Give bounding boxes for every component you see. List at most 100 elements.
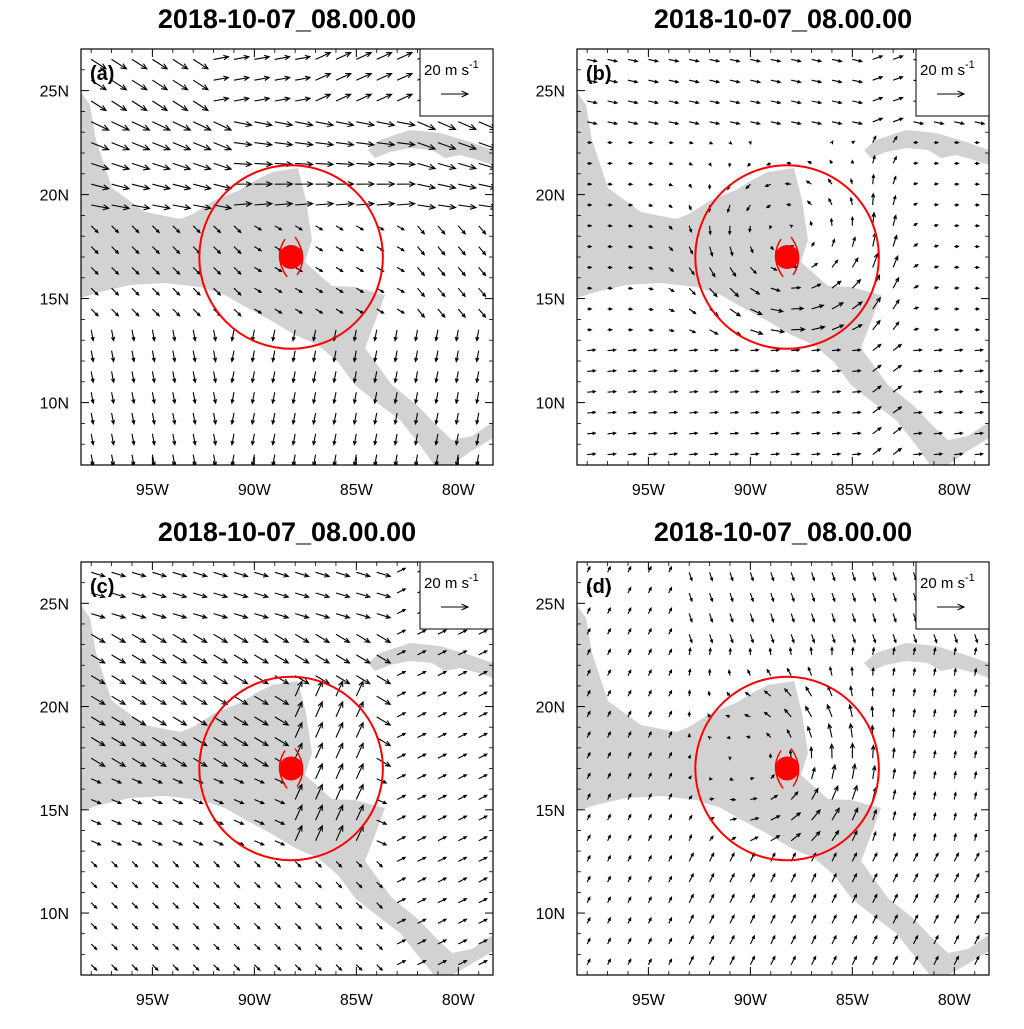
wind-arrow: [254, 798, 266, 805]
wind-arrow: [647, 792, 652, 800]
wind-arrow: [708, 647, 712, 655]
wind-arrow: [111, 287, 120, 296]
wind-arrow: [647, 813, 652, 821]
wind-arrow: [332, 371, 337, 384]
wind-arrow: [872, 852, 878, 862]
wind-arrow: [891, 727, 896, 738]
wind-arrow: [607, 627, 611, 635]
wind-arrow: [811, 808, 821, 821]
wind-arrow: [791, 306, 805, 311]
wind-arrow: [271, 371, 276, 384]
wind-arrow: [233, 778, 245, 784]
wind-arrow: [586, 565, 591, 573]
wind-arrow: [192, 79, 210, 91]
wind-arrow: [852, 324, 864, 331]
wind-arrow: [417, 162, 437, 170]
wind-arrow: [312, 454, 317, 465]
wind-arrow: [954, 286, 960, 290]
wind-arrow: [152, 881, 159, 889]
wind-arrow: [848, 722, 854, 738]
wind-arrow: [111, 204, 131, 211]
storm-marker: [694, 675, 880, 862]
wind-arrow: [892, 447, 903, 456]
wind-arrow: [274, 613, 290, 619]
wind-arrow: [458, 670, 468, 677]
wind-arrow: [90, 798, 102, 805]
wind-arrow: [647, 565, 652, 573]
wind-arrow: [332, 350, 337, 363]
wind-arrow: [213, 267, 222, 276]
wind-arrow: [647, 627, 652, 635]
wind-arrow: [811, 613, 816, 623]
wind-arrow: [933, 452, 944, 456]
wind-arrow: [811, 872, 817, 883]
wind-arrow: [913, 410, 923, 415]
wind-arrow: [396, 588, 407, 594]
wind-arrow: [90, 902, 98, 910]
wind-arrow: [274, 633, 290, 644]
wind-arrow: [586, 689, 591, 697]
wind-arrow: [110, 392, 116, 405]
wind-arrow: [770, 592, 775, 603]
wind-arrow: [729, 634, 734, 644]
wind-arrow: [852, 389, 862, 394]
wind-arrow: [627, 565, 632, 573]
wind-arrow: [831, 100, 843, 105]
wind-arrow: [974, 203, 981, 207]
wind-arrow: [607, 958, 611, 965]
wind-arrow: [851, 278, 862, 289]
wind-arrow: [809, 745, 814, 759]
wind-arrow: [627, 286, 634, 291]
wind-arrow: [172, 350, 177, 363]
wind-arrow: [912, 728, 917, 738]
wind-arrow: [213, 798, 225, 805]
wind-arrow: [90, 433, 95, 446]
wind-arrow: [335, 804, 344, 821]
wind-arrow: [315, 762, 323, 780]
wind-arrow: [852, 79, 864, 84]
wind-arrow: [785, 161, 792, 165]
wind-arrow: [831, 369, 842, 373]
wind-arrow: [953, 934, 960, 945]
wind-arrow: [172, 100, 189, 112]
wind-arrow: [315, 161, 335, 168]
wind-arrow: [192, 100, 210, 112]
wind-arrow: [811, 934, 817, 945]
wind-arrow: [111, 225, 120, 234]
wind-arrow: [376, 571, 392, 578]
wind-arrow: [586, 896, 591, 903]
wind-arrow: [688, 872, 694, 883]
wind-arrow: [892, 788, 897, 800]
reference-vector-box: 20 m s-1: [915, 48, 990, 117]
wind-arrow: [709, 835, 714, 842]
wind-arrow: [355, 783, 364, 800]
wind-arrow: [355, 964, 363, 972]
wind-arrow: [974, 893, 980, 903]
wind-arrow: [647, 586, 652, 594]
wind-arrow: [974, 265, 981, 270]
wind-arrow: [913, 285, 920, 289]
wind-arrow: [315, 721, 323, 738]
wind-arrow: [437, 162, 457, 170]
wind-arrow: [172, 392, 177, 405]
wind-arrow: [687, 710, 692, 717]
wind-arrow: [315, 571, 331, 578]
lon-tick-label: 90W: [238, 992, 272, 1009]
wind-arrow: [933, 955, 939, 965]
wind-arrow: [254, 840, 266, 846]
wind-arrow: [111, 162, 131, 171]
wind-arrow: [851, 893, 857, 903]
wind-arrow: [607, 730, 611, 738]
wind-arrow: [913, 306, 920, 310]
wind-arrow: [213, 204, 233, 211]
wind-vectors: [586, 565, 980, 965]
reference-vector-label: 20 m s: [424, 575, 469, 592]
wind-arrow: [709, 452, 720, 456]
wind-arrow: [356, 287, 365, 294]
wind-arrow: [829, 140, 834, 145]
wind-arrow: [131, 861, 139, 868]
wind-arrow: [668, 916, 673, 924]
wind-arrow: [913, 243, 919, 248]
wind-arrow: [111, 79, 128, 91]
wind-arrow: [648, 287, 654, 291]
